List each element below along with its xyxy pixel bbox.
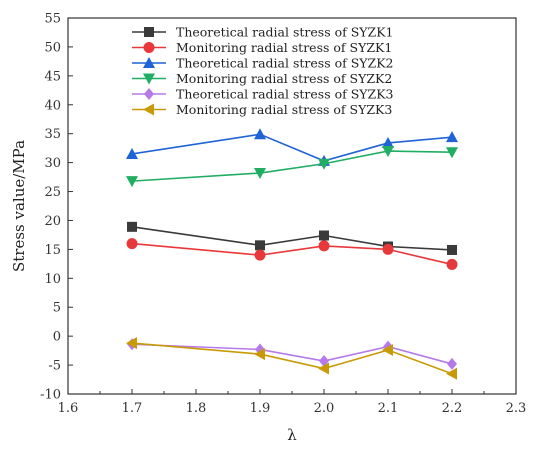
data-point — [126, 147, 138, 159]
data-point — [446, 147, 458, 159]
data-point — [447, 357, 457, 370]
data-point — [254, 128, 266, 140]
x-tick-label: 1.8 — [186, 401, 207, 416]
legend-item: Theoretical radial stress of SYZK1 — [132, 25, 394, 40]
series-5 — [127, 338, 457, 370]
data-point — [126, 238, 138, 250]
y-tick-label: 20 — [44, 214, 61, 229]
series-line — [131, 226, 453, 251]
y-tick-label: 0 — [53, 330, 61, 345]
series-4 — [126, 146, 458, 188]
data-point — [382, 146, 394, 158]
x-tick-label: 2.2 — [442, 401, 463, 416]
legend-label: Theoretical radial stress of SYZK3 — [176, 87, 394, 102]
series-2 — [126, 238, 458, 270]
data-point — [254, 348, 265, 361]
series-line — [131, 133, 453, 162]
data-point — [318, 240, 330, 252]
y-axis-title: Stress value/MPa — [10, 140, 28, 272]
series-line — [131, 150, 453, 182]
data-point — [126, 337, 137, 350]
legend-marker — [143, 73, 155, 85]
series-3 — [126, 128, 458, 166]
legend-item: Monitoring radial stress of SYZK2 — [132, 71, 392, 86]
y-tick-label: -5 — [48, 359, 61, 374]
y-tick-label: 25 — [44, 185, 61, 200]
data-point — [127, 221, 137, 232]
x-tick-label: 2.1 — [378, 401, 399, 416]
data-point — [319, 230, 329, 241]
y-tick-label: 55 — [44, 12, 61, 27]
legend-label: Theoretical radial stress of SYZK1 — [176, 25, 394, 40]
data-point — [382, 243, 394, 255]
data-point — [254, 168, 266, 180]
y-tick-label: 45 — [44, 69, 61, 84]
series-line — [131, 342, 453, 375]
legend-item: Theoretical radial stress of SYZK3 — [132, 87, 394, 102]
data-point — [446, 131, 458, 143]
legend-item: Monitoring radial stress of SYZK1 — [132, 40, 392, 55]
data-point — [318, 362, 329, 375]
x-tick-label: 1.6 — [58, 401, 79, 416]
data-point — [446, 258, 458, 270]
y-tick-label: 35 — [44, 127, 61, 142]
y-tick-label: -10 — [40, 388, 61, 403]
x-tick-label: 2.0 — [314, 401, 335, 416]
x-tick-label: 1.7 — [122, 401, 143, 416]
legend-label: Monitoring radial stress of SYZK1 — [176, 40, 392, 55]
legend: Theoretical radial stress of SYZK1Monito… — [132, 25, 394, 117]
legend-marker — [143, 57, 155, 68]
series-6 — [126, 337, 457, 380]
data-point — [446, 367, 457, 380]
data-point — [382, 136, 394, 148]
data-point — [126, 176, 138, 188]
legend-label: Theoretical radial stress of SYZK2 — [176, 56, 394, 71]
data-point — [318, 158, 330, 170]
y-tick-label: 30 — [44, 156, 61, 171]
legend-marker — [144, 27, 154, 37]
legend-marker — [143, 103, 154, 116]
legend-item: Theoretical radial stress of SYZK2 — [132, 56, 394, 71]
x-axis-ticks: 1.6 1.7 1.8 1.9 2.0 2.1 2.2 2.3 — [58, 389, 527, 416]
data-point — [447, 244, 457, 255]
series-layer — [126, 128, 458, 380]
y-tick-label: 50 — [44, 40, 61, 55]
y-tick-label: 40 — [44, 98, 61, 113]
x-axis-title: λ — [287, 426, 297, 444]
legend-item: Monitoring radial stress of SYZK3 — [132, 102, 392, 117]
y-axis-ticks: -10 -5 0 5 10 15 20 25 30 35 40 45 50 55 — [40, 12, 73, 403]
y-tick-label: 5 — [53, 301, 61, 316]
y-tick-label: 15 — [44, 243, 61, 258]
data-point — [382, 344, 393, 357]
y-tick-label: 10 — [44, 272, 61, 287]
legend-label: Monitoring radial stress of SYZK2 — [176, 71, 392, 86]
data-point — [255, 240, 265, 251]
legend-marker — [144, 88, 154, 100]
data-point — [254, 249, 266, 261]
x-tick-label: 1.9 — [250, 401, 271, 416]
legend-label: Monitoring radial stress of SYZK3 — [176, 102, 392, 117]
legend-marker — [143, 42, 155, 53]
x-tick-label: 2.3 — [506, 401, 527, 416]
